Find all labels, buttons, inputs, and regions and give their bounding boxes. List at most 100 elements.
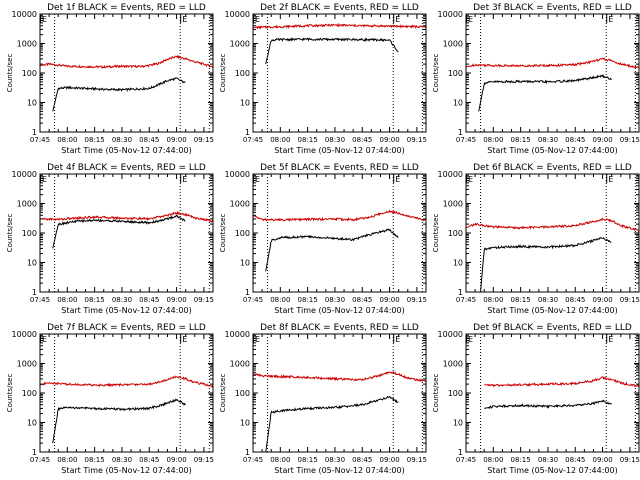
series-line [265, 36, 399, 65]
series-line [478, 73, 612, 112]
panel-det-7: Det 7f BLACK = Events, RED = LLD Counts/s… [6, 323, 214, 475]
x-tick-label: 08:00 [483, 296, 503, 304]
chart-title: Det 2f BLACK = Events, RED = LLD [260, 3, 419, 13]
e-marker-label: E [42, 175, 47, 184]
y-tick-label: 1 [32, 448, 37, 457]
y-tick-label: 1000 [17, 360, 37, 369]
series-line [39, 375, 214, 388]
y-axis-label: Counts/sec [432, 374, 440, 413]
x-tick-label: 07:45 [30, 136, 50, 144]
x-tick-label: 07:45 [456, 456, 476, 464]
e-marker-label: E [255, 335, 260, 344]
x-tick-label: 08:30 [112, 136, 132, 144]
x-tick-label: 09:15 [407, 136, 427, 144]
series-line [39, 54, 214, 69]
x-axis-label: Start Time (05-Nov-12 07:44:00) [61, 146, 191, 155]
e-marker-label: E [608, 15, 613, 24]
y-tick-label: 100 [235, 69, 250, 78]
panel-det-6: Det 6f BLACK = Events, RED = LLD Counts/s… [432, 163, 640, 315]
e-marker-label: E [468, 335, 473, 344]
y-tick-label: 1000 [230, 40, 250, 49]
chart-title: Det 4f BLACK = Events, RED = LLD [47, 163, 206, 173]
x-tick-label: 08:15 [85, 296, 105, 304]
x-tick-label: 08:00 [483, 456, 503, 464]
x-tick-label: 08:45 [352, 456, 372, 464]
chart-title: Det 8f BLACK = Events, RED = LLD [260, 323, 419, 333]
y-tick-label: 1000 [230, 200, 250, 209]
x-axis-label: Start Time (05-Nov-12 07:44:00) [487, 146, 617, 155]
x-tick-label: 07:45 [243, 296, 263, 304]
y-tick-label: 10000 [438, 10, 463, 19]
y-tick-label: 10 [240, 419, 250, 428]
y-tick-label: 100 [22, 69, 37, 78]
y-tick-label: 1 [245, 128, 250, 137]
x-tick-label: 08:15 [298, 136, 318, 144]
x-tick-label: 08:30 [325, 456, 345, 464]
x-axis-label: Start Time (05-Nov-12 07:44:00) [274, 306, 404, 315]
series-line [252, 209, 427, 222]
series-line [252, 371, 426, 383]
series-line [265, 395, 399, 453]
chart-title: Det 7f BLACK = Events, RED = LLD [47, 323, 206, 333]
y-axis-label: Counts/sec [6, 214, 14, 253]
chart-title: Det 9f BLACK = Events, RED = LLD [473, 323, 632, 333]
x-tick-label: 09:15 [620, 136, 640, 144]
y-tick-label: 10000 [225, 330, 250, 339]
y-tick-label: 1000 [443, 360, 463, 369]
x-tick-label: 08:30 [325, 136, 345, 144]
y-tick-label: 1 [458, 448, 463, 457]
e-marker-label: E [468, 15, 473, 24]
x-tick-label: 08:45 [139, 136, 159, 144]
x-tick-label: 08:15 [511, 136, 531, 144]
x-tick-label: 09:15 [620, 456, 640, 464]
e-marker-label: E [608, 175, 613, 184]
x-axis-label: Start Time (05-Nov-12 07:44:00) [274, 466, 404, 475]
y-tick-label: 10 [453, 259, 463, 268]
chart-title: Det 6f BLACK = Events, RED = LLD [473, 163, 632, 173]
x-tick-label: 07:45 [30, 456, 50, 464]
y-tick-label: 100 [448, 229, 463, 238]
series-line [253, 22, 427, 30]
y-axis-label: Counts/sec [219, 374, 227, 413]
x-tick-label: 08:30 [538, 296, 558, 304]
chart-title: Det 1f BLACK = Events, RED = LLD [47, 3, 206, 13]
x-tick-label: 08:15 [298, 296, 318, 304]
y-tick-label: 10 [453, 419, 463, 428]
x-axis-label: Start Time (05-Nov-12 07:44:00) [274, 146, 404, 155]
x-tick-label: 08:30 [112, 296, 132, 304]
series-line [52, 77, 186, 112]
y-axis-label: Counts/sec [6, 374, 14, 413]
e-marker-label: E [42, 15, 47, 24]
y-tick-label: 100 [448, 389, 463, 398]
y-tick-label: 1000 [17, 200, 37, 209]
x-tick-label: 08:45 [565, 136, 585, 144]
x-tick-label: 08:00 [270, 136, 290, 144]
y-tick-label: 10 [240, 259, 250, 268]
x-tick-label: 08:30 [325, 296, 345, 304]
x-tick-label: 09:15 [194, 296, 214, 304]
x-tick-label: 08:00 [483, 136, 503, 144]
x-tick-label: 09:00 [592, 136, 612, 144]
y-tick-label: 10 [27, 419, 37, 428]
y-tick-label: 100 [235, 229, 250, 238]
y-tick-label: 10000 [438, 330, 463, 339]
y-tick-label: 10000 [12, 170, 37, 179]
x-tick-label: 08:45 [139, 296, 159, 304]
e-marker-label: E [395, 335, 400, 344]
x-axis-label: Start Time (05-Nov-12 07:44:00) [487, 466, 617, 475]
x-tick-label: 08:00 [57, 456, 77, 464]
y-axis-label: Counts/sec [6, 54, 14, 93]
y-tick-label: 1 [245, 288, 250, 297]
panel-det-9: Det 9f BLACK = Events, RED = LLD Counts/s… [432, 323, 640, 475]
x-tick-label: 08:15 [85, 136, 105, 144]
y-tick-label: 10 [453, 99, 463, 108]
e-marker-label: E [182, 15, 187, 24]
e-marker-label: E [395, 15, 400, 24]
x-tick-label: 09:15 [620, 296, 640, 304]
series-line [52, 398, 186, 444]
panel-det-8: Det 8f BLACK = Events, RED = LLD Counts/s… [219, 323, 427, 475]
x-tick-label: 09:15 [407, 456, 427, 464]
x-tick-label: 09:15 [194, 136, 214, 144]
series-line [265, 228, 399, 272]
